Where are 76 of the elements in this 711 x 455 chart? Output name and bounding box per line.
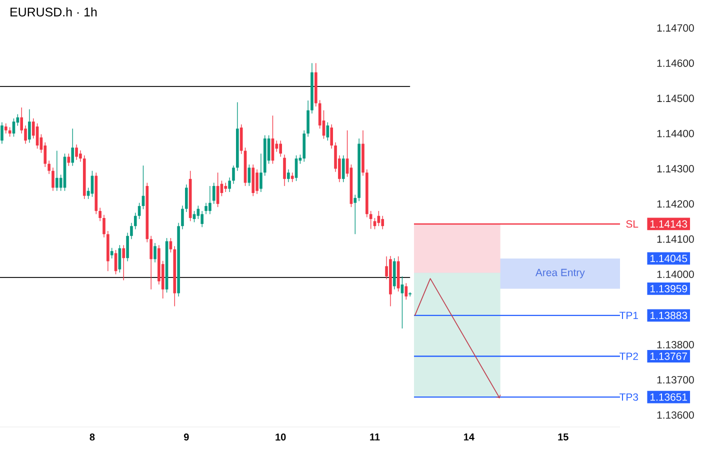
candlestick <box>134 212 137 230</box>
candlestick <box>48 160 50 174</box>
candlestick <box>204 202 208 214</box>
candlestick <box>260 153 262 192</box>
candlestick <box>290 172 294 182</box>
text: 1.14143 <box>650 220 688 228</box>
candlestick <box>184 184 188 212</box>
text: 1.13767 <box>650 352 687 360</box>
candlestick <box>154 242 156 263</box>
candlestick <box>381 216 384 230</box>
candlestick <box>228 177 231 192</box>
y-tick-label: 1.14700 <box>657 24 694 32</box>
candlestick <box>400 276 404 329</box>
candlestick <box>408 292 412 297</box>
text: 1.13651 <box>650 393 687 401</box>
x-tick-label: 8 <box>90 434 95 441</box>
candlestick <box>0 122 4 144</box>
candlestick <box>232 165 235 184</box>
candlestick <box>52 167 54 192</box>
candlestick <box>102 214 106 238</box>
x-tick-label: 11 <box>370 434 380 440</box>
chart-title: EURUSD.h · 1h <box>10 7 97 16</box>
candlestick <box>306 100 310 138</box>
y-tick-label: 1.13700 <box>657 376 694 384</box>
text: 1.14045 <box>650 254 688 262</box>
y-tick-label: 1.13600 <box>657 411 694 419</box>
candlestick <box>126 232 129 262</box>
ref-line-label: TP2 <box>620 352 638 360</box>
candlestick <box>181 205 184 230</box>
y-tick-label: 1.14600 <box>657 59 694 67</box>
candlestick <box>330 124 334 150</box>
y-tick-label: 1.14000 <box>657 270 694 278</box>
candlestick <box>287 169 290 182</box>
candlestick <box>404 282 408 300</box>
candlestick <box>212 182 216 204</box>
text: 1.13959 <box>650 285 688 292</box>
candlestick <box>248 164 251 186</box>
candlestick <box>98 207 102 222</box>
candlestick <box>122 244 126 281</box>
y-tick-label: 1.13800 <box>657 340 694 348</box>
candlestick <box>224 182 228 192</box>
candlestick <box>44 142 47 168</box>
candlestick <box>110 248 114 259</box>
band-label: Area Entry <box>535 268 585 278</box>
candlestick <box>150 236 152 290</box>
x-tick-label: 10 <box>276 434 286 441</box>
x-tick-label: 9 <box>184 434 189 441</box>
candlestick <box>75 144 78 160</box>
x-tick-label: 15 <box>558 434 568 440</box>
candlestick <box>279 140 282 158</box>
candlestick <box>28 108 31 144</box>
y-tick-label: 1.14400 <box>657 130 694 138</box>
candlestick <box>71 128 74 166</box>
candlestick <box>4 122 8 134</box>
candlestick <box>79 150 82 162</box>
ref-line-label: SL <box>626 220 638 228</box>
candlestick <box>283 154 286 186</box>
candlestick <box>118 244 122 273</box>
candlestick <box>138 202 141 220</box>
candlestick <box>169 238 172 253</box>
candlestick <box>342 155 345 182</box>
candlestick <box>200 210 204 228</box>
candlestick <box>256 169 258 194</box>
ref-line-label: TP3 <box>620 393 638 401</box>
candlestick <box>240 124 243 154</box>
candlestick <box>354 194 357 235</box>
candlestick <box>55 150 58 192</box>
y-tick-label: 1.14100 <box>657 235 694 243</box>
text: 1.13883 <box>650 312 688 320</box>
x-tick-label: 14 <box>464 434 474 440</box>
candlestick <box>208 186 212 214</box>
candlestick <box>130 222 133 240</box>
ref-line-label: TP1 <box>620 312 638 320</box>
y-tick-label: 1.14500 <box>657 94 694 102</box>
y-tick-label: 1.14300 <box>657 165 694 172</box>
y-tick-label: 1.14200 <box>657 200 694 208</box>
